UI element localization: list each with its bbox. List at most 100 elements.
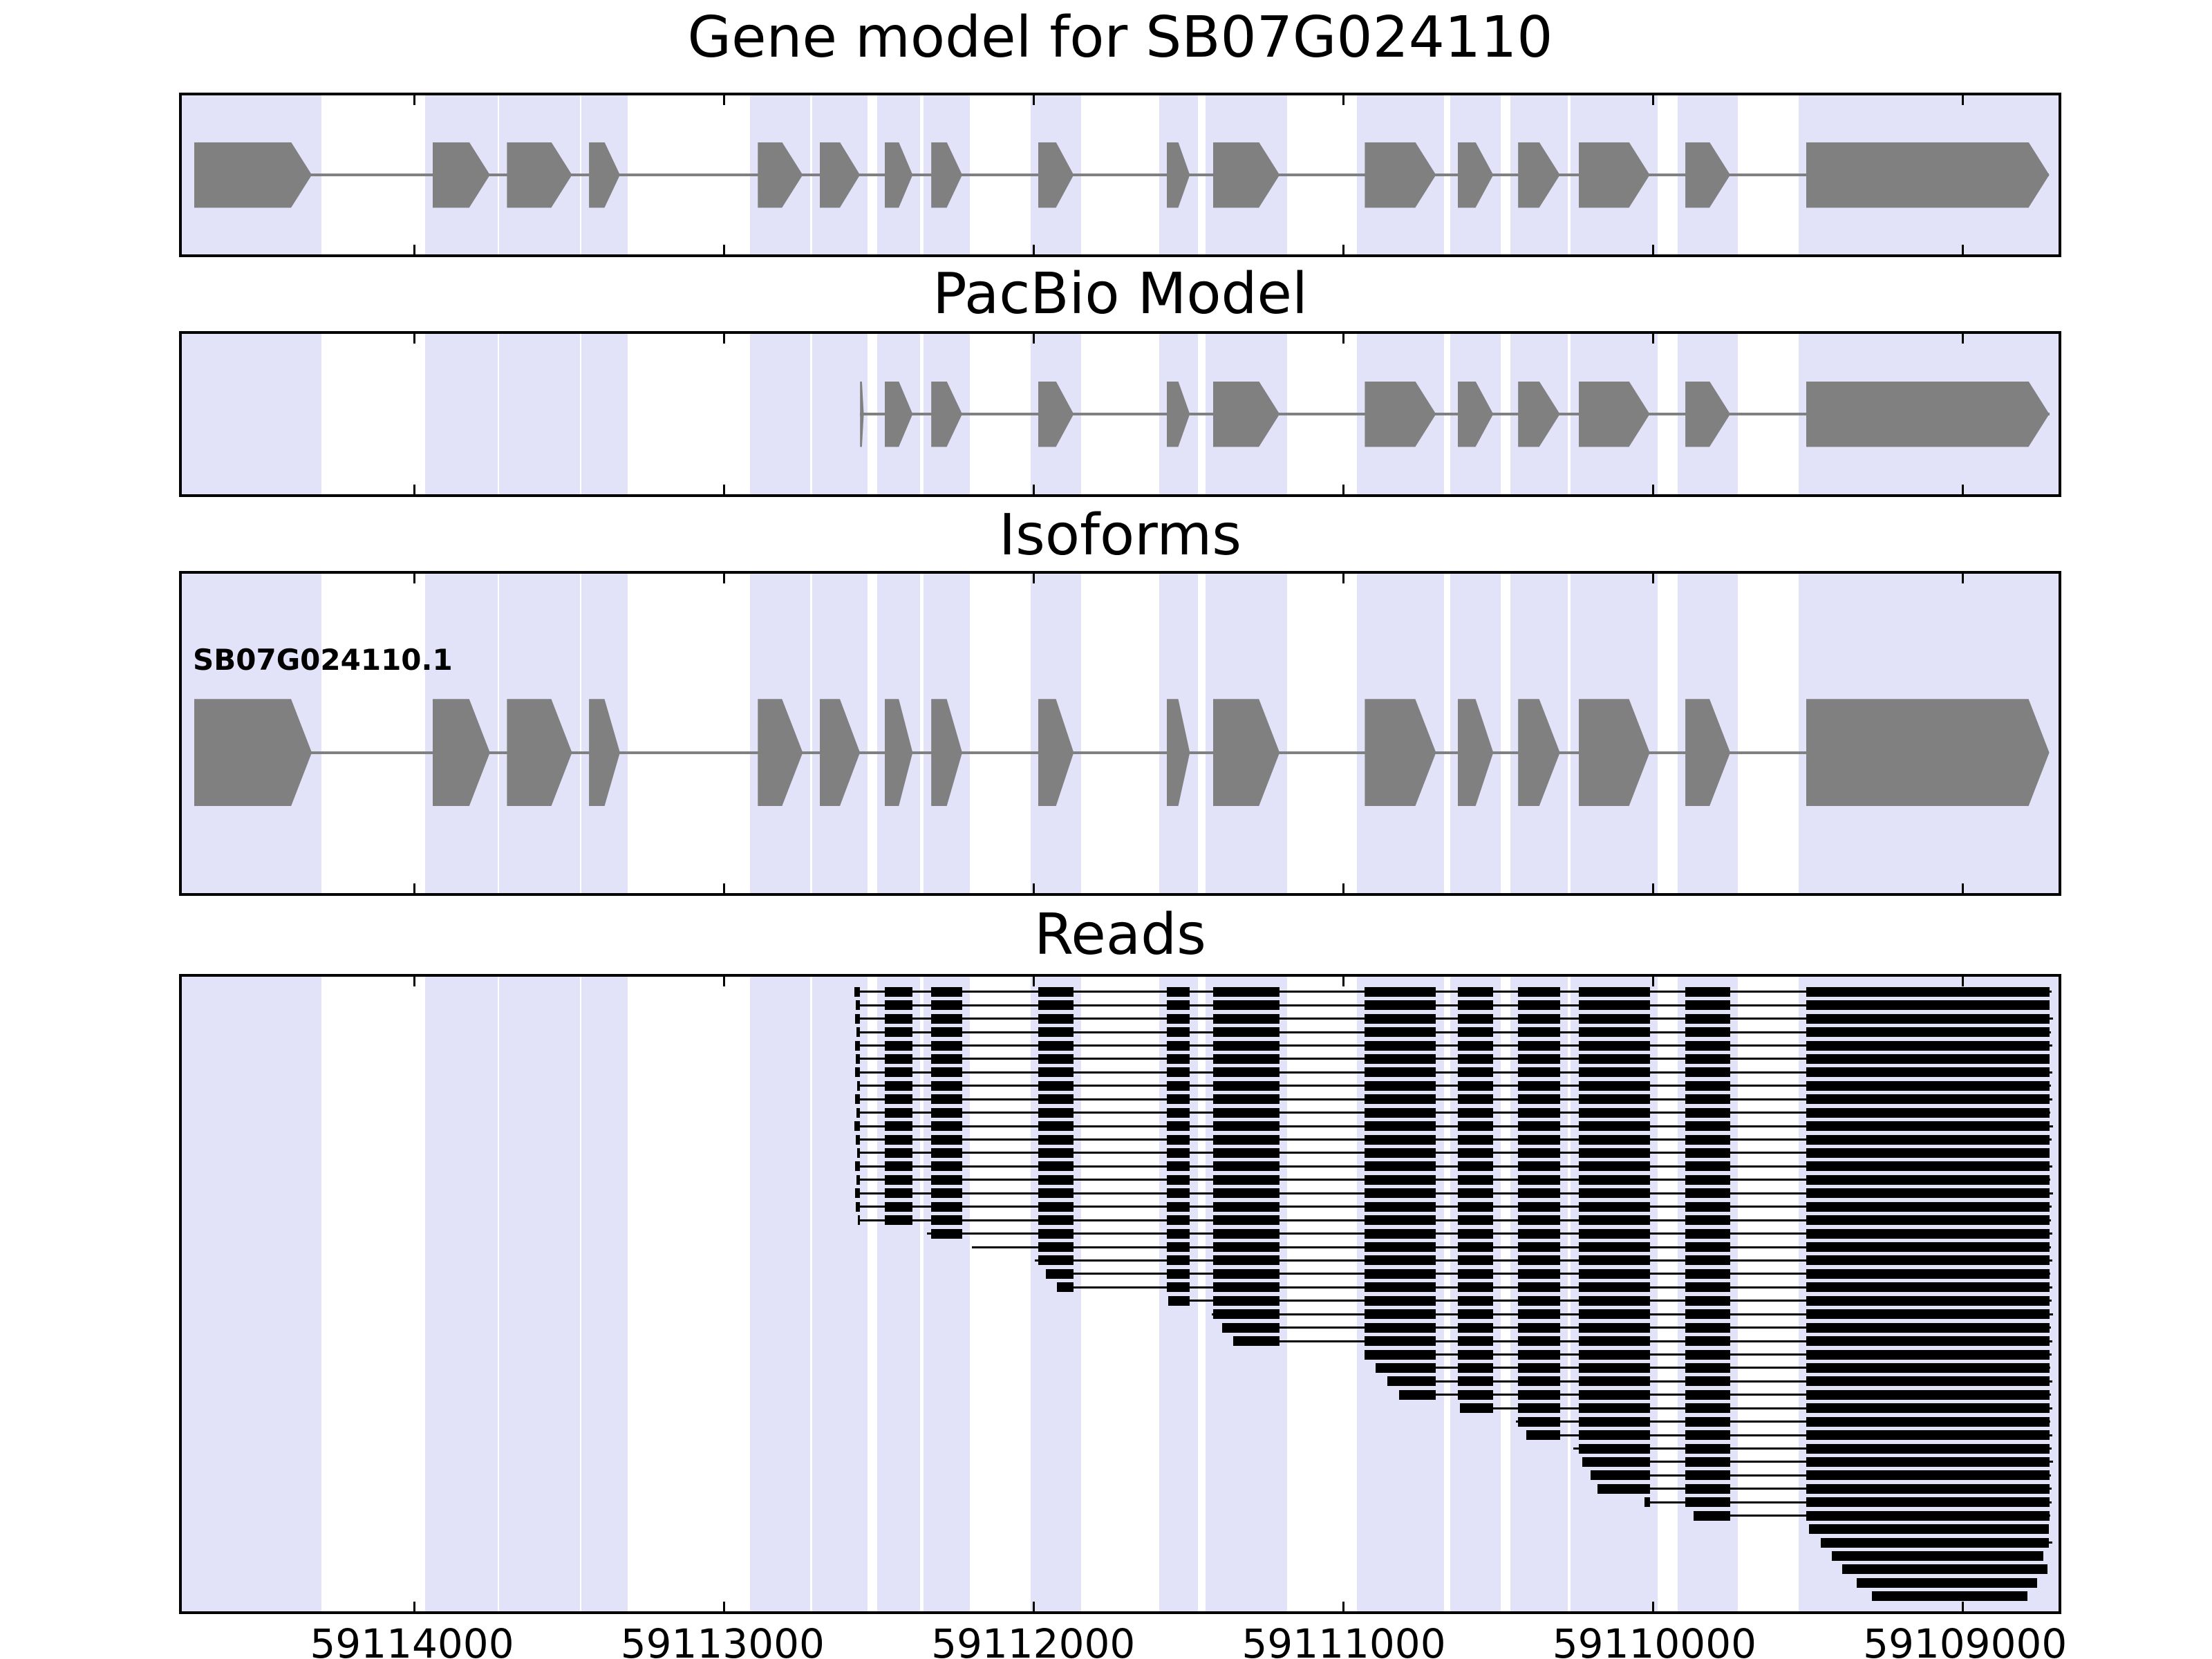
read-exon-block	[1038, 1067, 1074, 1078]
read-exon-block	[931, 1134, 962, 1145]
read-exon-block	[1212, 1174, 1280, 1185]
pacbio-panel	[179, 331, 2061, 497]
read-line	[854, 991, 2052, 993]
read-exon-block	[1518, 1416, 1560, 1427]
read-exon-block	[1685, 1161, 1731, 1172]
read-exon-block	[1038, 1013, 1074, 1024]
read-exon-block	[1365, 1174, 1436, 1185]
read-exon-block	[1685, 1349, 1731, 1360]
read-exon-block	[1046, 1268, 1074, 1279]
read-exon-block	[1685, 1107, 1731, 1118]
read-exon-block	[1166, 1268, 1190, 1279]
read-exon-block	[931, 1053, 962, 1064]
read-exon-block	[931, 1215, 962, 1226]
read-exon-block	[1806, 1174, 2050, 1185]
read-exon-block	[1457, 1107, 1494, 1118]
read-exon-block	[1685, 1389, 1731, 1400]
read-exon-block	[1518, 1295, 1560, 1306]
read-exon-block	[1457, 1053, 1494, 1064]
tick-mark	[1961, 95, 1964, 105]
read-exon-block	[1685, 1215, 1731, 1226]
tick-mark	[413, 245, 415, 254]
read-exon-block	[1166, 1215, 1190, 1226]
read-exon-block	[885, 1215, 913, 1226]
exon-highlight-band	[581, 334, 628, 494]
read-exon-block	[854, 1121, 861, 1132]
read-exon-block	[1457, 1255, 1494, 1266]
tick-mark	[722, 574, 725, 583]
read-exon-block	[1166, 1228, 1190, 1239]
read-exon-block	[1806, 1295, 2050, 1306]
read-exon-block	[1038, 1201, 1074, 1212]
read-exon-block	[1365, 1336, 1436, 1346]
read-line	[854, 1125, 2054, 1127]
read-exon-block	[1212, 1053, 1280, 1064]
read-exon-block	[1038, 1121, 1074, 1132]
read-exon-block	[1457, 1147, 1494, 1158]
read-exon-block	[931, 1040, 962, 1051]
read-exon-block	[854, 1040, 861, 1051]
read-exon-block	[1806, 1282, 2050, 1293]
read-exon-block	[1518, 1161, 1560, 1172]
read-exon-block	[1457, 986, 1494, 997]
read-exon-block	[1518, 1027, 1560, 1037]
read-exon-block	[1685, 1336, 1731, 1346]
read-exon-block	[1365, 1228, 1436, 1239]
read-exon-block	[1038, 1094, 1074, 1105]
read-exon-block	[1685, 1027, 1731, 1037]
read-exon-block	[1578, 1174, 1650, 1185]
read-exon-block	[1457, 1322, 1494, 1333]
read-exon-block	[1166, 1040, 1190, 1051]
read-exon-block	[1806, 1107, 2050, 1118]
exon-shape	[194, 699, 312, 807]
read-exon-block	[1806, 1362, 2050, 1373]
read-exon-block	[854, 986, 861, 997]
read-exon-block	[1365, 986, 1436, 997]
tick-mark	[1342, 977, 1344, 986]
tick-mark	[1342, 1602, 1344, 1611]
gene-model-panel	[179, 93, 2061, 257]
read-exon-block	[1578, 1134, 1650, 1145]
read-exon-block	[1578, 1336, 1650, 1346]
read-exon-block	[1806, 1121, 2050, 1132]
read-exon-block	[1166, 1282, 1190, 1293]
read-exon-block	[1038, 1107, 1074, 1118]
read-exon-block	[1685, 1067, 1731, 1078]
read-exon-block	[1806, 1309, 2050, 1320]
tick-mark	[1032, 1602, 1035, 1611]
tick-mark	[1651, 574, 1654, 583]
read-exon-block	[1578, 1147, 1650, 1158]
read-exon-block	[931, 1201, 962, 1212]
read-exon-block	[1365, 1349, 1436, 1360]
read-exon-block	[1166, 1147, 1190, 1158]
read-line	[1516, 1421, 2051, 1423]
read-line	[856, 1031, 2051, 1033]
read-exon-block	[1518, 1094, 1560, 1105]
exon-highlight-band	[499, 334, 580, 494]
read-exon-block	[885, 1121, 913, 1132]
read-exon-block	[1166, 986, 1190, 997]
read-exon-block	[1212, 1000, 1280, 1011]
tick-mark	[1342, 485, 1344, 494]
read-exon-block	[1685, 1242, 1731, 1252]
tick-mark	[1651, 334, 1654, 344]
read-exon-block	[856, 1080, 861, 1091]
read-exon-block	[1518, 1242, 1560, 1252]
read-exon-block	[1365, 1027, 1436, 1037]
read-exon-block	[1806, 1188, 2050, 1199]
read-exon-block	[856, 1053, 861, 1064]
isoform-label: SB07G024110.1	[193, 643, 453, 677]
read-exon-block	[1212, 1094, 1280, 1105]
read-exon-block	[1365, 1000, 1436, 1011]
read-exon-block	[1806, 1242, 2050, 1252]
read-exon-block	[931, 1013, 962, 1024]
read-exon-block	[1518, 1201, 1560, 1212]
read-exon-block	[1578, 1443, 1650, 1454]
read-exon-block	[1518, 1349, 1560, 1360]
read-exon-block	[885, 1013, 913, 1024]
read-exon-block	[1212, 1309, 1280, 1320]
read-exon-block	[1457, 1389, 1494, 1400]
read-exon-block	[1806, 1497, 2050, 1508]
tick-mark	[722, 95, 725, 105]
read-exon-block	[1518, 1134, 1560, 1145]
